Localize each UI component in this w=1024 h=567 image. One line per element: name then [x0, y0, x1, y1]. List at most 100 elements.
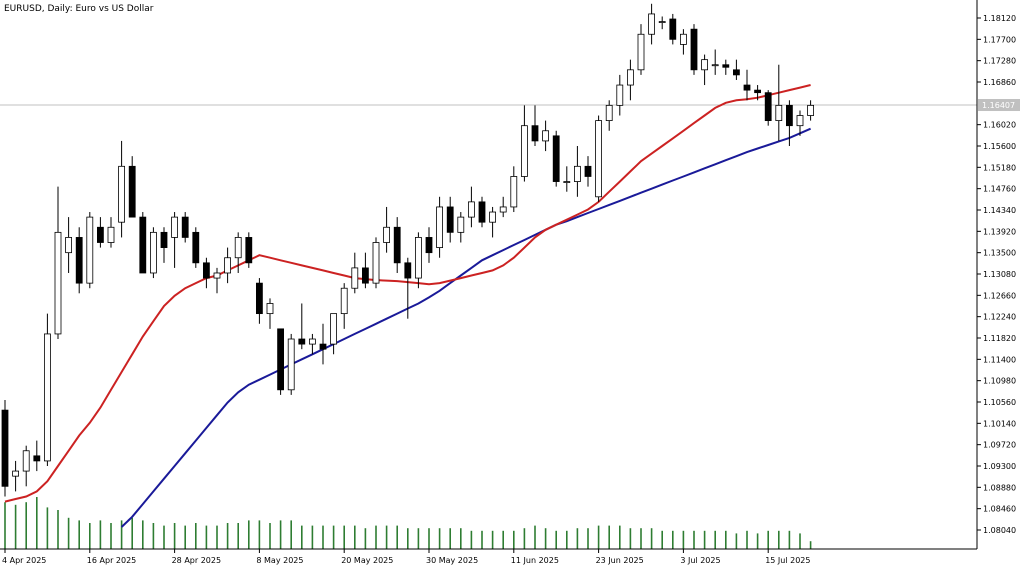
candle-bullish: [489, 206, 497, 238]
candle-bullish: [616, 74, 624, 116]
candle-body: [202, 262, 210, 279]
candle-bearish: [75, 227, 83, 294]
candle-bullish: [467, 186, 475, 228]
candle-body: [627, 69, 634, 86]
candle-body: [361, 267, 369, 284]
candle-body: [287, 338, 295, 391]
candle-body: [764, 92, 772, 122]
candle-bullish: [637, 24, 645, 75]
y-axis-tick-label: 1.18120: [983, 14, 1016, 23]
candle-bullish: [340, 283, 348, 329]
y-axis-tick-label: 1.09720: [983, 441, 1016, 450]
candle-bullish: [213, 267, 221, 294]
candle-bullish: [65, 217, 72, 273]
candle-bullish: [171, 212, 179, 268]
candle-bearish: [245, 232, 253, 268]
candle-body: [160, 231, 168, 248]
candle-body: [680, 33, 687, 45]
candle-bearish: [764, 90, 772, 126]
candle-bearish: [393, 217, 401, 273]
candle-bearish: [531, 105, 539, 146]
candle-bearish: [181, 212, 189, 243]
candle-body: [690, 28, 698, 71]
candle-bullish: [658, 16, 666, 30]
candle-body: [436, 206, 444, 248]
y-axis-tick-label: 1.08880: [983, 483, 1016, 492]
y-axis-tick-label: 1.15600: [983, 142, 1016, 151]
candle-body: [340, 287, 348, 315]
candle-body: [489, 211, 497, 223]
candle-body: [552, 135, 560, 182]
candle-body: [605, 104, 613, 122]
y-axis-tick-label: 1.08460: [983, 505, 1016, 514]
candle-bullish: [372, 237, 380, 289]
candle-body: [1, 409, 9, 487]
candle-body: [658, 21, 666, 23]
y-axis-tick-label: 1.17280: [983, 57, 1016, 66]
current-price-tag-box: [978, 99, 1020, 112]
candle-body: [754, 89, 761, 94]
candle-body: [425, 237, 433, 254]
candle-bullish: [86, 212, 94, 289]
y-axis-tick-label: 1.13080: [983, 270, 1016, 279]
candle-bullish: [711, 49, 719, 75]
candle-bearish: [404, 257, 412, 319]
candle-body: [701, 59, 708, 71]
candle-body: [12, 470, 20, 477]
candle-body: [807, 104, 814, 116]
x-axis-tick-label: 8 May 2025: [256, 556, 303, 565]
candle-bullish: [521, 105, 528, 182]
candle-body: [171, 216, 179, 238]
candle-body: [181, 216, 189, 238]
x-axis-tick-label: 23 Jun 2025: [596, 556, 644, 565]
candle-body: [733, 69, 740, 76]
candle-bullish: [224, 247, 232, 284]
candle-bearish: [255, 278, 263, 324]
y-axis-tick-label: 1.11400: [983, 355, 1016, 364]
x-axis-tick-label: 20 May 2025: [341, 556, 393, 565]
candle-body: [743, 84, 751, 91]
candle-bullish: [605, 100, 613, 131]
y-axis: 1.18120 1.17700 1.17280 1.16860 1.16020 1.156…: [977, 14, 1016, 535]
candle-bullish: [542, 120, 549, 152]
x-axis-tick-label: 16 Apr 2025: [87, 556, 136, 565]
y-axis-tick-label: 1.14760: [983, 185, 1016, 194]
current-price-tag: 1.16407: [978, 99, 1020, 112]
y-axis-tick-label: 1.11820: [983, 334, 1016, 343]
candle-bullish: [22, 445, 30, 487]
candle-body: [107, 226, 115, 243]
y-axis-tick-label: 1.13500: [983, 249, 1016, 258]
candle-body: [224, 257, 232, 274]
y-axis-tick-label: 1.12660: [983, 291, 1016, 300]
x-axis-tick-label: 28 Apr 2025: [172, 556, 221, 565]
candle-bullish: [680, 29, 687, 55]
candle-body: [648, 13, 655, 35]
candle-bullish: [595, 115, 602, 202]
current-price-tag-label: 1.16407: [982, 101, 1015, 110]
candle-bullish: [775, 64, 783, 141]
candle-bearish: [733, 59, 740, 80]
candle-bullish: [574, 146, 581, 197]
candle-bullish: [499, 196, 507, 218]
candle-bearish: [298, 303, 306, 350]
x-axis-tick-label: 30 May 2025: [426, 556, 478, 565]
y-axis-tick-label: 1.12240: [983, 313, 1016, 322]
candle-bullish: [563, 166, 571, 192]
candle-bearish: [786, 100, 793, 146]
candle-bullish: [308, 333, 316, 355]
candle-body: [351, 267, 359, 289]
candle-body: [86, 216, 94, 284]
y-axis-tick-label: 1.10560: [983, 398, 1016, 407]
candle-bullish: [648, 3, 655, 45]
candle-body: [54, 231, 62, 335]
candle-body: [213, 272, 221, 279]
candle-bullish: [457, 212, 465, 243]
candle-bearish: [722, 59, 730, 75]
candle-bullish: [107, 217, 115, 248]
candle-bearish: [361, 252, 369, 289]
candle-bearish: [584, 156, 592, 187]
candle-bullish: [54, 186, 62, 340]
y-axis-tick-label: 1.16860: [983, 78, 1016, 87]
candle-body: [796, 115, 804, 127]
candle-body: [722, 64, 730, 68]
